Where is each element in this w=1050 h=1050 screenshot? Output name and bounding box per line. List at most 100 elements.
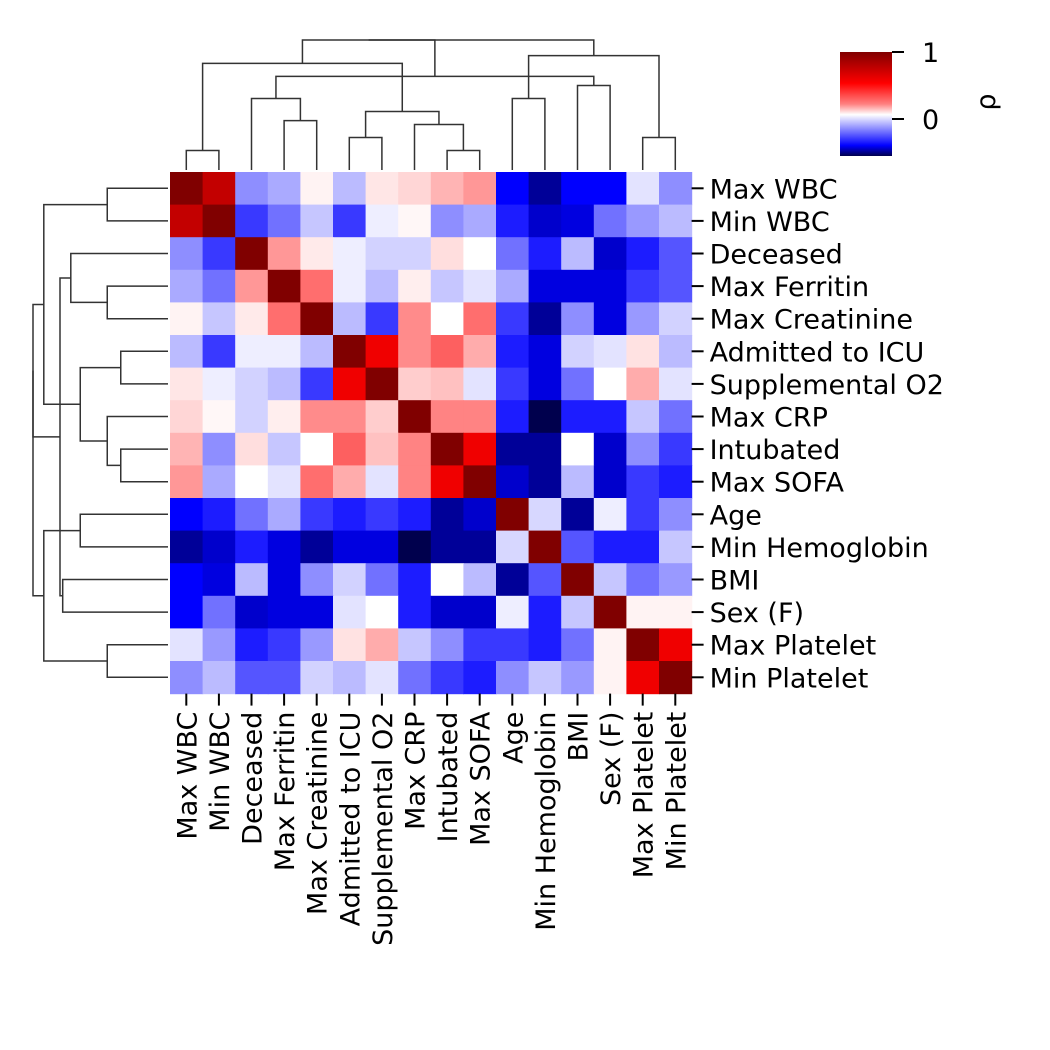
heatmap-cell — [235, 628, 269, 662]
heatmap-cell — [430, 432, 464, 466]
heatmap-cell — [659, 563, 693, 597]
heatmap-cell — [333, 563, 367, 597]
heatmap-cell — [235, 335, 269, 369]
heatmap-cell — [593, 204, 627, 238]
row-label: Max Creatinine — [710, 305, 913, 336]
heatmap-cell — [398, 204, 432, 238]
heatmap-cell — [365, 595, 399, 629]
heatmap-cell — [430, 302, 464, 336]
dendrogram-link — [413, 123, 465, 170]
row-label: Intubated — [710, 435, 841, 466]
column-label: Max Ferritin — [270, 712, 301, 872]
heatmap-cell — [235, 465, 269, 499]
heatmap-cell — [170, 628, 204, 662]
heatmap-cell — [300, 661, 334, 695]
dendrogram-link — [250, 97, 302, 170]
heatmap-cell — [430, 400, 464, 434]
heatmap-cell — [463, 335, 497, 369]
dendrogram-link — [527, 54, 660, 138]
heatmap-cell — [398, 335, 432, 369]
heatmap-cell — [365, 204, 399, 238]
colorbar: 1 0 ρ — [840, 38, 1002, 156]
dendrogram-link — [120, 350, 168, 385]
heatmap-cell — [398, 628, 432, 662]
heatmap-cell — [398, 269, 432, 303]
heatmap-cell — [398, 367, 432, 401]
heatmap-cell — [235, 269, 269, 303]
heatmap-cell — [626, 204, 660, 238]
heatmap-cell — [202, 237, 236, 271]
row-label: Deceased — [710, 240, 843, 271]
heatmap-cell — [235, 367, 269, 401]
heatmap-cell — [267, 628, 301, 662]
heatmap-cell — [300, 204, 334, 238]
heatmap-cell — [267, 400, 301, 434]
heatmap-cell — [430, 465, 464, 499]
heatmap-cell — [659, 530, 693, 564]
heatmap-cell — [202, 335, 236, 369]
heatmap-cell — [528, 400, 562, 434]
dendrogram-link — [79, 513, 168, 548]
heatmap-cell — [528, 498, 562, 532]
heatmap-cell — [528, 367, 562, 401]
heatmap-cell — [300, 465, 334, 499]
heatmap-cell — [235, 400, 269, 434]
heatmap-cell — [626, 563, 660, 597]
heatmap-cell — [170, 237, 204, 271]
heatmap-cell — [463, 628, 497, 662]
heatmap-cell — [626, 269, 660, 303]
heatmap-cell — [593, 367, 627, 401]
heatmap-cell — [430, 530, 464, 564]
heatmap-cell — [365, 432, 399, 466]
heatmap-cell — [202, 400, 236, 434]
heatmap-cell — [561, 367, 595, 401]
heatmap-cell — [430, 563, 464, 597]
heatmap-cell — [300, 530, 334, 564]
heatmap-cell — [561, 628, 595, 662]
heatmap-cell — [496, 465, 530, 499]
heatmap-cell — [463, 530, 497, 564]
heatmap-cell — [463, 400, 497, 434]
heatmap-cell — [659, 661, 693, 695]
heatmap-cell — [170, 172, 204, 206]
heatmap-cell — [561, 400, 595, 434]
heatmap-cell — [463, 302, 497, 336]
heatmap-cell — [333, 400, 367, 434]
row-label: Min Hemoglobin — [710, 533, 929, 564]
heatmap-cell — [430, 172, 464, 206]
dendrogram-link — [368, 39, 595, 56]
heatmap-cell — [463, 269, 497, 303]
heatmap-cell — [430, 498, 464, 532]
dendrogram-link — [275, 75, 595, 99]
heatmap-cell — [267, 432, 301, 466]
heatmap-cell — [463, 661, 497, 695]
row-label: Age — [710, 500, 762, 531]
dendrogram-link — [301, 39, 436, 77]
heatmap-cell — [398, 237, 432, 271]
heatmap-cell — [170, 335, 204, 369]
row-label: Max WBC — [710, 174, 838, 205]
heatmap-cell — [528, 204, 562, 238]
heatmap-cell — [430, 269, 464, 303]
heatmap-cell — [300, 595, 334, 629]
dendrogram-link — [106, 187, 168, 222]
heatmap-cell — [333, 367, 367, 401]
heatmap-cell — [626, 661, 660, 695]
heatmap-cell — [333, 302, 367, 336]
column-label: BMI — [564, 712, 595, 762]
heatmap-cell — [528, 465, 562, 499]
heatmap-cell — [300, 172, 334, 206]
heatmap-cell — [267, 237, 301, 271]
heatmap-cell — [235, 563, 269, 597]
heatmap-cell — [235, 302, 269, 336]
heatmap-cell — [267, 465, 301, 499]
heatmap-cell — [496, 237, 530, 271]
heatmap-cell — [267, 302, 301, 336]
heatmap-cell — [561, 595, 595, 629]
dendrogram-link — [185, 149, 220, 170]
heatmap-cell — [170, 432, 204, 466]
heatmap-cell — [398, 400, 432, 434]
heatmap-cell — [300, 432, 334, 466]
heatmap-cell — [398, 465, 432, 499]
